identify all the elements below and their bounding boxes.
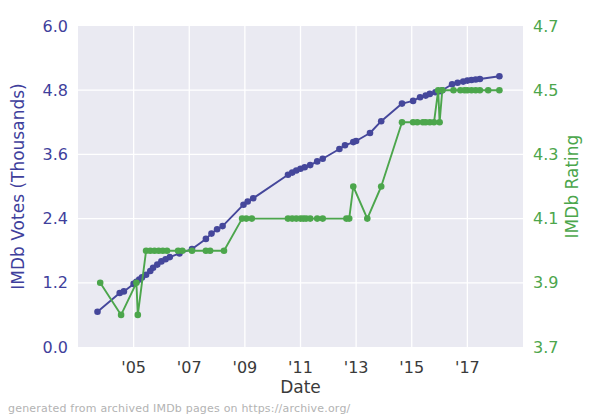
rating-point <box>249 215 256 222</box>
rating-point <box>133 280 140 287</box>
rating-point <box>399 119 406 126</box>
y-tick-label-left: 2.4 <box>43 209 68 228</box>
x-tick-label: '17 <box>455 358 480 377</box>
votes-point <box>94 308 101 315</box>
votes-point <box>307 162 314 169</box>
x-tick-label: '11 <box>288 358 313 377</box>
rating-point <box>485 87 492 94</box>
rating-point <box>118 312 125 319</box>
votes-point <box>342 142 349 149</box>
votes-point <box>496 73 503 80</box>
rating-point <box>496 87 503 94</box>
votes-point <box>203 236 210 243</box>
x-tick-label: '13 <box>344 358 369 377</box>
votes-point <box>417 94 424 101</box>
y-tick-label-left: 1.2 <box>43 273 68 292</box>
x-tick-label: '05 <box>121 358 146 377</box>
rating-point <box>378 183 385 190</box>
imdb-votes-rating-chart: 0.0 1.2 2.4 3.6 4.8 6.0 3.7 3.9 4.1 4.3 4.5 4.7 '05 '… <box>0 0 600 420</box>
votes-point <box>336 146 343 153</box>
rating-point <box>346 215 353 222</box>
votes-point <box>353 138 360 145</box>
footer-note: generated from archived IMDb pages on ht… <box>8 402 351 415</box>
votes-point <box>250 195 257 202</box>
x-axis-title: Date <box>280 377 321 397</box>
y-tick-label-right: 4.1 <box>533 209 558 228</box>
votes-point <box>410 98 417 105</box>
rating-point <box>477 87 484 94</box>
y-tick-label-right: 4.3 <box>533 145 558 164</box>
rating-point <box>221 247 228 254</box>
y-tick-label-right: 3.7 <box>533 338 558 357</box>
votes-point <box>121 288 128 295</box>
y-tick-label-left: 4.8 <box>43 81 68 100</box>
votes-point <box>208 230 215 237</box>
chart-svg: 0.0 1.2 2.4 3.6 4.8 6.0 3.7 3.9 4.1 4.3 4.5 4.7 '05 '… <box>0 0 600 420</box>
votes-point <box>367 130 374 137</box>
y-tick-label-left: 3.6 <box>43 145 68 164</box>
votes-point <box>167 254 174 261</box>
rating-point <box>97 280 104 287</box>
rating-point <box>364 215 371 222</box>
y-tick-label-left: 6.0 <box>43 17 68 36</box>
y-tick-label-left: 0.0 <box>43 338 68 357</box>
votes-point <box>219 223 226 230</box>
y-tick-label-right: 4.5 <box>533 81 558 100</box>
rating-point <box>135 312 142 319</box>
y-axis-title-left: IMDb Votes (Thousands) <box>8 83 28 289</box>
rating-point <box>164 247 171 254</box>
votes-point <box>244 198 251 205</box>
votes-point <box>477 76 484 83</box>
x-tick-label: '15 <box>399 358 424 377</box>
votes-point <box>214 226 221 233</box>
rating-point <box>319 215 326 222</box>
x-tick-label: '09 <box>232 358 257 377</box>
rating-point <box>350 183 357 190</box>
y-tick-label-right: 3.9 <box>533 273 558 292</box>
rating-point <box>307 215 314 222</box>
rating-point <box>189 247 196 254</box>
rating-point <box>436 119 443 126</box>
x-tick-label: '07 <box>177 358 202 377</box>
votes-point <box>454 79 461 86</box>
y-tick-label-right: 4.7 <box>533 17 558 36</box>
votes-point <box>319 155 326 162</box>
rating-point <box>207 247 214 254</box>
rating-point <box>439 87 446 94</box>
rating-point <box>179 247 186 254</box>
votes-point <box>427 91 434 98</box>
y-axis-title-right: IMDb Rating <box>562 135 582 239</box>
rating-point <box>450 87 457 94</box>
votes-point <box>378 118 385 125</box>
votes-point <box>399 100 406 107</box>
